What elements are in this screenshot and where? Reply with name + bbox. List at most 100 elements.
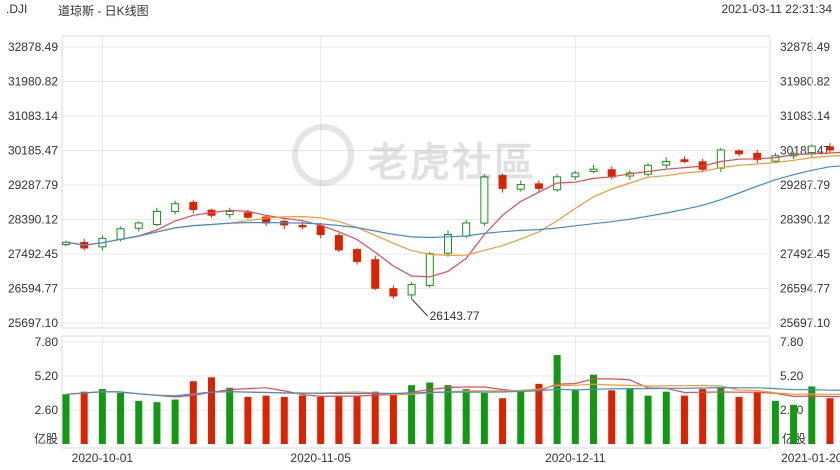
low-pointer-line [411, 298, 428, 317]
volume-bar [662, 391, 670, 444]
candle-down [534, 183, 543, 189]
price-tick-left: 26594.77 [8, 282, 58, 296]
candle-down [680, 159, 689, 162]
date-tick-label: 2020-11-05 [290, 451, 351, 465]
candle-down [189, 201, 198, 211]
chart-header: .DJI 道琼斯 - 日K线图 2021-03-11 22:31:34 [0, 0, 840, 18]
candle-down [607, 169, 616, 178]
candle-down [243, 212, 252, 218]
volume-unit-left: 亿股 [34, 431, 58, 446]
volume-bar [189, 381, 197, 444]
timestamp-label: 2021-03-11 22:31:34 [721, 2, 832, 16]
candle-up [807, 145, 816, 154]
candle-up [443, 233, 452, 254]
candle-up [662, 160, 671, 166]
candle-down [389, 288, 398, 297]
volume-bar [335, 395, 343, 444]
volume-bar [517, 390, 525, 444]
volume-bar [135, 400, 143, 444]
watermark-ring-icon [292, 124, 354, 186]
volume-bar [280, 396, 288, 444]
price-tick-left: 31083.14 [8, 109, 58, 123]
candle-up [771, 155, 780, 162]
ma10-line [65, 155, 840, 257]
volume-bar [790, 404, 798, 444]
volume-bar [353, 395, 361, 444]
volume-bar [444, 385, 452, 444]
candle-up [516, 184, 525, 190]
volume-bar [408, 385, 416, 444]
candle-up [425, 253, 434, 286]
volume-bar [644, 395, 652, 444]
date-tick-label: 2020-12-11 [545, 451, 606, 465]
price-tick-right: 28390.12 [780, 213, 830, 227]
candle-up [716, 149, 725, 169]
price-tick-left: 27492.45 [8, 247, 58, 261]
date-tick-label: 2020-10-01 [72, 451, 134, 465]
volume-bar [153, 402, 161, 444]
volume-bar [590, 374, 598, 444]
candle-up [462, 222, 471, 237]
price-tick-left: 30185.47 [8, 143, 58, 157]
volume-bar [608, 390, 616, 444]
candle-down [353, 249, 362, 262]
volume-bar [208, 377, 216, 444]
candle-up [571, 172, 580, 178]
candle-up [116, 228, 125, 240]
candle-up [480, 176, 489, 224]
ma5-line [65, 151, 840, 278]
price-tick-right: 27492.45 [780, 247, 830, 261]
candle-down [334, 235, 343, 251]
volume-bar [98, 389, 106, 444]
candle-down [735, 150, 744, 155]
volume-tick-left: 5.20 [35, 369, 59, 383]
volume-tick-left: 7.80 [35, 335, 59, 349]
candle-down [371, 259, 380, 289]
chart-title: 道琼斯 - 日K线图 [58, 4, 149, 18]
volume-bar [171, 399, 179, 444]
volume-bar [117, 393, 125, 444]
price-tick-right: 31980.82 [780, 74, 830, 88]
price-tick-left: 32878.49 [8, 40, 58, 54]
volume-bar [771, 400, 779, 444]
symbol-label: .DJI [6, 2, 28, 16]
volume-bar [62, 394, 70, 444]
volume-ma10-line [65, 383, 840, 397]
candle-down [316, 225, 325, 235]
volume-bar [371, 391, 379, 444]
candle-up [134, 222, 143, 229]
volume-bar [317, 396, 325, 444]
volume-bar [808, 386, 816, 444]
volume-bar [480, 393, 488, 444]
volume-bar [535, 383, 543, 444]
candle-down [298, 224, 307, 228]
price-tick-right: 31083.14 [780, 109, 830, 123]
price-tick-left: 29287.79 [8, 178, 58, 192]
volume-tick-left: 2.60 [35, 403, 59, 417]
volume-bar [735, 396, 743, 444]
volume-bar [226, 387, 234, 444]
ma20-line [65, 165, 840, 246]
candle-up [171, 203, 180, 213]
volume-bar [553, 355, 561, 444]
price-tick-right: 26594.77 [780, 282, 830, 296]
volume-ma5-line [65, 378, 840, 398]
date-tick-label: 2021-01-20 [781, 451, 840, 465]
volume-bar [499, 398, 507, 444]
candle-up [407, 283, 416, 296]
volume-bar [753, 391, 761, 444]
low-annotation: 26143.77 [430, 309, 480, 323]
watermark-logo: 老虎社區 [292, 124, 552, 194]
volume-bar [80, 391, 88, 444]
candle-up [644, 164, 653, 175]
volume-bar [626, 389, 634, 444]
volume-bar [389, 393, 397, 444]
volume-bar [426, 382, 434, 444]
volume-bar [826, 398, 834, 444]
volume-tick-right: 7.80 [780, 335, 804, 349]
candle-down [753, 152, 762, 161]
volume-bar [717, 387, 725, 444]
volume-bar [462, 389, 470, 444]
price-tick-right: 29287.79 [780, 178, 830, 192]
